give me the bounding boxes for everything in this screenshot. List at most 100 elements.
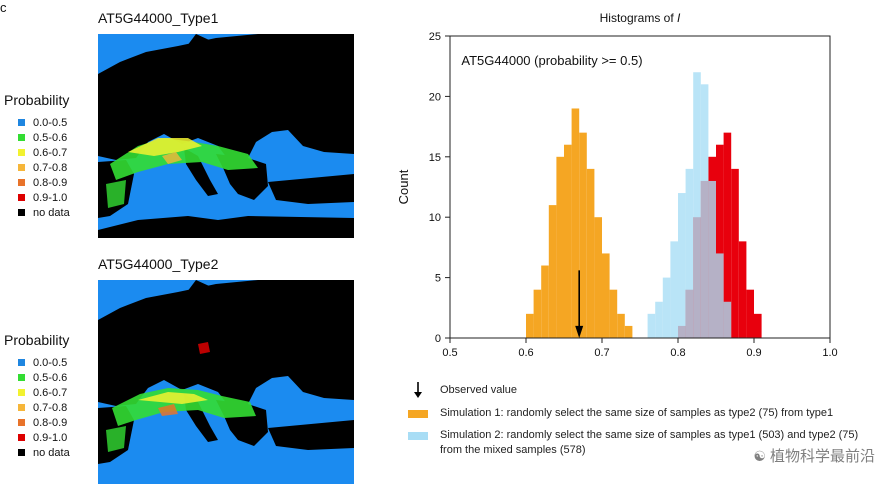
observed-arrow-icon: [408, 382, 428, 398]
histogram-bar-series-2: [693, 72, 701, 339]
histogram-bar-series-3: [731, 168, 739, 338]
legend-label: 0.5-0.6: [33, 132, 68, 144]
legend-item: 0.7-0.8: [4, 401, 70, 416]
legend-title: Probability: [4, 92, 70, 108]
histogram-bar-series-1: [586, 168, 595, 338]
legend-label: 0.5-0.6: [33, 372, 68, 384]
legend-label: 0.0-0.5: [33, 117, 68, 129]
legend-label: 0.0-0.5: [33, 357, 68, 369]
map-title-type2: AT5G44000_Type2: [98, 256, 219, 272]
legend-label: 0.8-0.9: [33, 177, 68, 189]
y-tick-label: 10: [429, 212, 441, 224]
map-overlay-green-2: [106, 426, 126, 452]
x-tick-label: 0.7: [594, 347, 609, 359]
histogram-bar-series-3: [716, 144, 724, 338]
histogram-bar-series-2: [647, 313, 656, 338]
y-tick-label: 15: [429, 152, 441, 164]
histogram-bar-series-1: [533, 289, 542, 338]
legend-swatch: [18, 449, 25, 457]
panel-letter: c: [0, 0, 7, 15]
histogram-bar-series-1: [571, 108, 580, 338]
histogram-bar-series-2: [662, 277, 671, 338]
legend-item: 0.5-0.6: [4, 371, 70, 386]
x-tick-label: 1.0: [822, 347, 837, 359]
legend-item: 0.8-0.9: [4, 176, 70, 191]
histogram-bar-series-1: [617, 313, 625, 338]
plot-frame: [449, 35, 831, 339]
map-scandinavia: [184, 34, 228, 104]
histogram-bar-series-3: [754, 313, 762, 338]
histogram-bar-series-2: [678, 193, 686, 338]
x-tick-label: 0.6: [518, 347, 533, 359]
map-africa: [98, 216, 354, 238]
legend-swatch: [18, 374, 25, 382]
legend-item: 0.9-1.0: [4, 191, 70, 206]
sim1-label: Simulation 1: randomly select the same s…: [440, 407, 834, 419]
sim2-label-line2: from the mixed samples (578): [440, 444, 586, 456]
legend-label: 0.9-1.0: [33, 432, 68, 444]
map-uk: [124, 94, 142, 130]
legend-swatch: [18, 149, 25, 157]
histogram-bar-series-1: [564, 144, 572, 338]
legend-label: 0.8-0.9: [33, 417, 68, 429]
map-overlay-red: [198, 342, 210, 354]
legend-label: no data: [33, 447, 70, 459]
histogram-bar-series-3: [723, 132, 732, 338]
legend-swatch: [18, 419, 25, 427]
legend-item: 0.7-0.8: [4, 161, 70, 176]
map-scandinavia: [184, 280, 228, 350]
histogram-bar-series-1: [602, 253, 610, 338]
histogram-bar-series-2: [670, 241, 678, 338]
map-overlay-orange: [162, 152, 182, 164]
histogram-bar-series-1: [541, 265, 549, 338]
legend-item: 0.6-0.7: [4, 386, 70, 401]
observed-value-arrowhead: [575, 325, 584, 338]
histogram-bar-series-1: [548, 205, 557, 338]
map-landmass: [98, 280, 354, 408]
legend-item: no data: [4, 206, 70, 221]
histogram-bar-series-2: [700, 84, 709, 338]
legend-item: 0.0-0.5: [4, 116, 70, 131]
watermark-text: 植物科学最前沿: [769, 448, 875, 465]
legend-label: 0.7-0.8: [33, 402, 68, 414]
histogram-bar-series-2: [685, 168, 694, 338]
legend-label: 0.9-1.0: [33, 192, 68, 204]
histogram-bar-series-2: [708, 180, 716, 338]
legend-swatch: [18, 404, 25, 412]
histogram-bar-series-2: [723, 301, 732, 338]
observed-value-label: Observed value: [440, 384, 518, 396]
chart-title: Histograms of I: [600, 11, 681, 25]
histogram-bar-series-1: [624, 325, 633, 338]
wechat-icon: ☯: [753, 448, 766, 464]
histogram-bar-series-1: [526, 313, 534, 338]
histogram-bar-series-2: [655, 301, 663, 338]
legend-swatch: [18, 179, 25, 187]
legend-swatch: [18, 194, 25, 202]
map-overlay-yellow: [128, 138, 202, 156]
histogram-bar-series-1: [594, 217, 602, 338]
y-tick-label: 20: [429, 91, 441, 103]
map-overlay-orange: [158, 404, 178, 416]
legend-item: 0.8-0.9: [4, 416, 70, 431]
histogram-bar-series-1: [579, 132, 587, 338]
map-overlay-green-2: [106, 180, 126, 208]
probability-legend-2: Probability 0.0-0.5 0.5-0.6 0.6-0.7 0.7-0.8…: [4, 332, 70, 461]
y-tick-label: 25: [429, 31, 441, 43]
histogram-bar-series-2: [716, 253, 724, 338]
legend-item: 0.6-0.7: [4, 146, 70, 161]
map-turkey: [268, 420, 354, 450]
legend-label: no data: [33, 207, 70, 219]
y-axis-label: Count: [396, 169, 411, 204]
histogram-legend: Observed value Simulation 1: randomly se…: [408, 380, 878, 466]
histogram-bar-series-1: [556, 156, 564, 338]
map-uk: [124, 340, 142, 376]
x-tick-label: 0.5: [442, 347, 457, 359]
y-tick-label: 5: [435, 273, 441, 285]
watermark: ☯ 植物科学最前沿: [753, 445, 875, 466]
legend-item: no data: [4, 446, 70, 461]
x-tick-label: 0.8: [670, 347, 685, 359]
legend-title: Probability: [4, 332, 70, 348]
histogram-bar-series-3: [738, 241, 747, 338]
histogram-bar-series-3: [746, 289, 754, 338]
legend-swatch: [18, 134, 25, 142]
